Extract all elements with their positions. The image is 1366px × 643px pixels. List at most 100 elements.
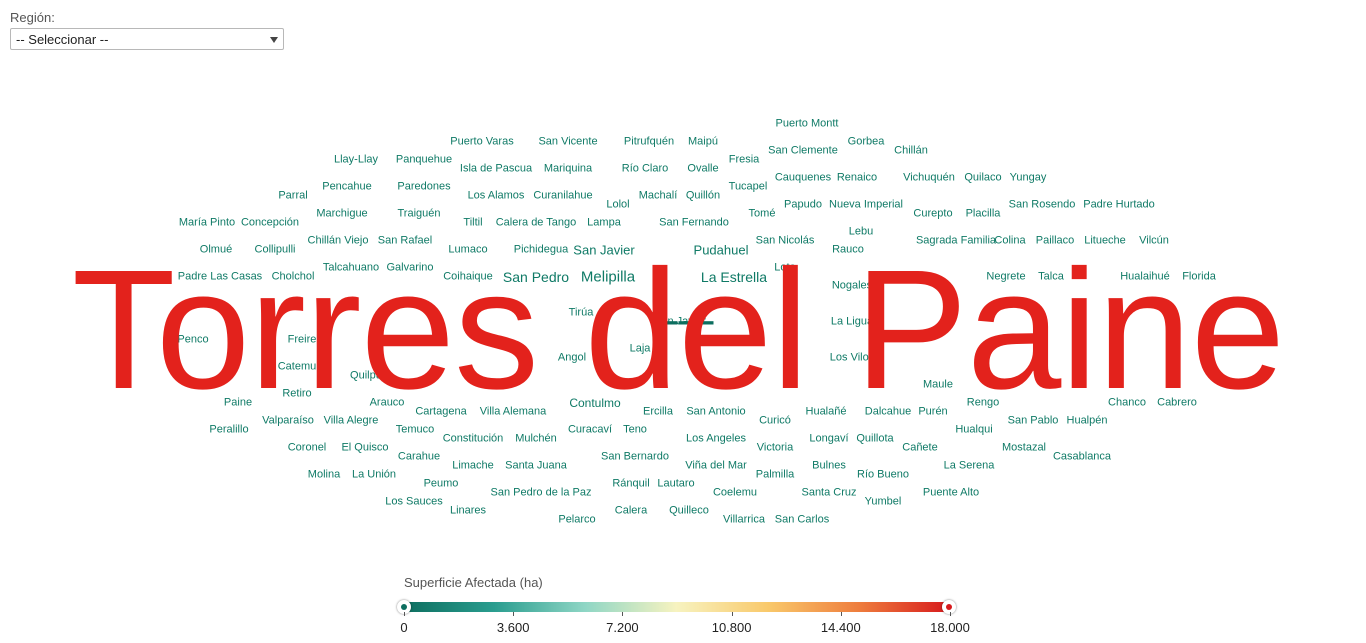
cloud-word[interactable]: Victoria	[756, 441, 794, 454]
cloud-word[interactable]: Puerto Montt	[775, 117, 839, 130]
cloud-word[interactable]: Collipulli	[254, 243, 296, 256]
cloud-word[interactable]: Paine	[223, 396, 253, 409]
cloud-word[interactable]: Pencahue	[322, 180, 372, 193]
cloud-word[interactable]: Gorbea	[847, 135, 885, 148]
cloud-word[interactable]: San Rosendo	[1008, 198, 1076, 211]
cloud-word[interactable]: Nueva Imperial	[829, 198, 903, 211]
cloud-word[interactable]: Renaico	[836, 171, 878, 184]
cloud-word[interactable]: Litueche	[1084, 234, 1126, 247]
cloud-word[interactable]: Santa Cruz	[801, 486, 857, 499]
cloud-word[interactable]: Villarrica	[723, 513, 765, 526]
cloud-word[interactable]: Villa Alemana	[479, 405, 547, 418]
cloud-word[interactable]: Paredones	[397, 180, 451, 193]
cloud-word[interactable]: Lolol	[606, 198, 630, 211]
cloud-word[interactable]: Colina	[994, 234, 1026, 247]
cloud-word[interactable]: Chillán	[894, 144, 928, 157]
cloud-word[interactable]: Purén	[918, 405, 948, 418]
cloud-word[interactable]: Villa Alegre	[323, 414, 379, 427]
cloud-word[interactable]: Cartagena	[415, 405, 467, 418]
cloud-word[interactable]: San Rafael	[377, 234, 433, 247]
cloud-word[interactable]: Longaví	[809, 432, 849, 445]
cloud-word[interactable]: Hualaihué	[1120, 270, 1170, 283]
cloud-word[interactable]: Santa Juana	[505, 459, 567, 472]
cloud-word[interactable]: Viña del Mar	[685, 459, 747, 472]
cloud-word[interactable]: Los Angeles	[686, 432, 746, 445]
cloud-word[interactable]: Quilleco	[669, 504, 709, 517]
cloud-word[interactable]: Nogales	[831, 279, 873, 292]
cloud-word[interactable]: Yungay	[1009, 171, 1047, 184]
cloud-word[interactable]: Lampa	[587, 216, 621, 229]
cloud-word[interactable]: San Vicente	[538, 135, 598, 148]
cloud-word[interactable]: Hualqui	[955, 423, 993, 436]
cloud-word[interactable]: Pelarco	[558, 513, 596, 526]
cloud-word[interactable]: Concepción	[240, 216, 300, 229]
cloud-word[interactable]: Ercilla	[643, 405, 673, 418]
cloud-word[interactable]: Machalí	[638, 189, 678, 202]
cloud-word[interactable]: Palmilla	[755, 468, 795, 481]
cloud-word[interactable]: Los Alamos	[467, 189, 525, 202]
cloud-word[interactable]: Puerto Varas	[450, 135, 514, 148]
cloud-word[interactable]: Puente Alto	[922, 486, 980, 499]
cloud-word[interactable]: Calera	[614, 504, 648, 517]
cloud-word[interactable]: Curacaví	[567, 423, 613, 436]
cloud-word[interactable]: San Javier	[573, 242, 635, 258]
cloud-word[interactable]: Sagrada Familia	[915, 234, 997, 247]
cloud-word[interactable]: Laja	[629, 342, 651, 355]
cloud-word[interactable]: Peumo	[423, 477, 459, 490]
cloud-word[interactable]: Talcahuano	[322, 261, 380, 274]
cloud-word[interactable]: La Estrella	[700, 269, 768, 285]
cloud-word[interactable]: María Pinto	[178, 216, 236, 229]
cloud-word[interactable]: Calera de Tango	[495, 216, 577, 229]
cloud-word[interactable]: Vilcún	[1139, 234, 1169, 247]
cloud-word[interactable]: Angol	[557, 351, 587, 364]
cloud-word[interactable]: Tirúa	[568, 306, 594, 319]
cloud-word[interactable]: La Unión	[351, 468, 397, 481]
cloud-word[interactable]: Carahue	[397, 450, 441, 463]
cloud-word[interactable]: Rengo	[966, 396, 1000, 409]
cloud-word[interactable]: Los Vilos	[829, 351, 875, 364]
cloud-word[interactable]: Quilpué	[350, 369, 388, 382]
cloud-word[interactable]: San Pablo	[1007, 414, 1059, 427]
cloud-word[interactable]: Casablanca	[1052, 450, 1112, 463]
cloud-word[interactable]: San Nicolás	[755, 234, 815, 247]
cloud-word[interactable]: Cauquenes	[774, 171, 832, 184]
cloud-word[interactable]: Hualañé	[805, 405, 847, 418]
cloud-word[interactable]: Mulchén	[515, 432, 557, 445]
cloud-word[interactable]: Yumbel	[864, 495, 902, 508]
cloud-word[interactable]: Retiro	[282, 387, 312, 400]
cloud-word[interactable]: Parral	[278, 189, 308, 202]
cloud-word[interactable]: Maule	[923, 378, 953, 391]
cloud-word[interactable]: Teno	[623, 423, 647, 436]
cloud-word[interactable]: Contulmo	[569, 396, 621, 410]
cloud-word[interactable]: El Quisco	[341, 441, 389, 454]
cloud-word[interactable]: Placilla	[965, 207, 1001, 220]
cloud-word[interactable]: San Antonio	[686, 405, 746, 418]
cloud-word[interactable]: Arauco	[369, 396, 405, 409]
cloud-word[interactable]: San Fernando	[659, 216, 729, 229]
cloud-word[interactable]: San Javier	[654, 315, 706, 328]
cloud-word[interactable]: La Ligua	[830, 315, 874, 328]
cloud-word[interactable]: Catemu	[277, 360, 317, 373]
cloud-word[interactable]: Los Sauces	[385, 495, 443, 508]
cloud-word[interactable]: Mariquina	[543, 162, 593, 175]
cloud-word[interactable]: Mostazal	[1001, 441, 1047, 454]
legend-max-handle[interactable]	[942, 600, 956, 614]
cloud-word[interactable]: Río Bueno	[857, 468, 909, 481]
cloud-word[interactable]: Quilaco	[964, 171, 1002, 184]
cloud-word[interactable]: Penco	[177, 333, 209, 346]
cloud-word[interactable]: Coelemu	[712, 486, 758, 499]
cloud-word[interactable]: Coihaique	[443, 270, 493, 283]
cloud-word[interactable]: Llay-Llay	[333, 153, 379, 166]
cloud-word[interactable]: Temuco	[395, 423, 435, 436]
cloud-word[interactable]: Coronel	[287, 441, 327, 454]
cloud-word[interactable]: Galvarino	[386, 261, 434, 274]
cloud-word[interactable]: Cabrero	[1157, 396, 1197, 409]
cloud-word[interactable]: Florida	[1182, 270, 1216, 283]
cloud-word[interactable]: Rauco	[832, 243, 864, 256]
cloud-word[interactable]: Pudahuel	[693, 242, 749, 258]
cloud-word[interactable]: Traiguén	[397, 207, 441, 220]
cloud-word[interactable]: Talca	[1038, 270, 1064, 283]
cloud-word[interactable]: Tiltil	[463, 216, 483, 229]
cloud-word[interactable]: Freire	[287, 333, 317, 346]
cloud-word[interactable]: Fresia	[728, 153, 760, 166]
